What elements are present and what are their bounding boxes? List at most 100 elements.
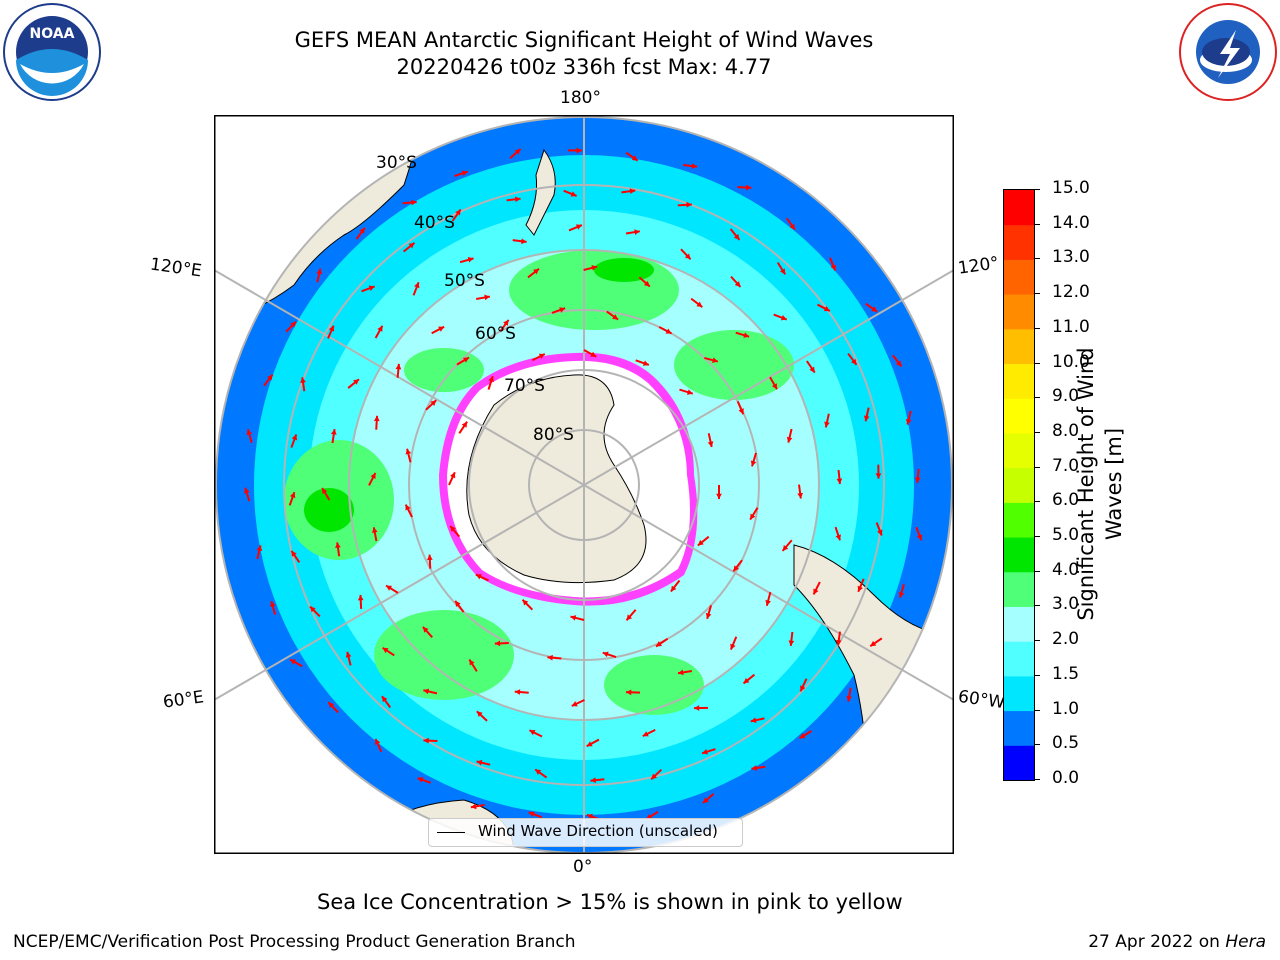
colorbar-tick-label: 0.0 (1052, 768, 1080, 788)
wave-arrow-head (411, 199, 417, 206)
colorbar-tick-mark (1034, 223, 1040, 225)
wave-arrow-head (782, 544, 789, 551)
lat-label-50s: 50°S (444, 271, 485, 291)
wave-arrow-head (476, 711, 483, 717)
colorbar-tick-mark (1034, 640, 1040, 642)
wave-arrow-head (503, 319, 509, 326)
wave-arrow-head (256, 545, 263, 552)
wave-arrow-head (823, 305, 830, 312)
footer-host: Hera (1225, 932, 1266, 952)
wave-arrow-head (289, 492, 296, 499)
wave-arrow-head (417, 777, 424, 783)
wave-arrow-head (738, 408, 744, 415)
wave-arrow-head (846, 695, 853, 702)
wave-arrow-head (656, 641, 662, 647)
wave-arrow-head (745, 184, 752, 191)
lat-label-40s: 40°S (414, 213, 455, 233)
wave-arrow-head (335, 542, 341, 549)
wave-arrow-head (916, 534, 923, 541)
wave-arrow-head (386, 585, 393, 591)
wave-arrow-head (328, 325, 335, 332)
wave-arrow-head (535, 769, 542, 775)
wave-arrow-head (316, 268, 323, 275)
colorbar-tick-label: 10.0 (1052, 351, 1090, 372)
wave-arrow-head (345, 651, 352, 658)
wave-arrow-head (824, 421, 830, 428)
lon-label-bottom: 0° (573, 857, 593, 877)
colorbar-segment (1004, 675, 1034, 712)
wave-arrow-head (863, 415, 870, 422)
wave-arrow-head (705, 612, 712, 619)
wave-arrow-head (697, 539, 704, 546)
wave-arrow-head (789, 223, 795, 230)
wave-arrow-head (712, 357, 718, 363)
wave-arrow-head (469, 659, 475, 666)
wave-arrow-head (514, 196, 521, 203)
wave-arrow-head (521, 238, 527, 245)
wave-arrow-head (786, 436, 793, 443)
wave-arrow-head (686, 389, 693, 395)
wave-arrow-head (328, 702, 335, 709)
wave-arrow-head (707, 441, 714, 448)
wave-arrow-head (734, 281, 741, 287)
wave-arrow-head (514, 149, 521, 155)
wave-arrow-head (702, 797, 709, 804)
colorbar-tick-label: 4.0 (1052, 559, 1080, 580)
chart-title-line1: GEFS MEAN Antarctic Significant Height o… (294, 28, 874, 52)
wave-arrow-head (494, 640, 501, 647)
wave-arrow-head (373, 415, 380, 422)
wave-arrow-head (375, 738, 381, 745)
wave-arrow-head (547, 654, 553, 661)
wave-arrow-head (646, 814, 653, 820)
colorbar-segment (1004, 710, 1034, 746)
wave-arrow-head (368, 285, 375, 291)
wave-arrow-head (733, 233, 740, 240)
wave-arrow-head (702, 748, 708, 755)
wave-arrow-head (538, 353, 545, 359)
wave-arrow-head (467, 257, 474, 263)
wave-arrow-head (765, 599, 771, 606)
wave-arrow-head (488, 376, 494, 383)
wave-arrow-head (423, 688, 430, 695)
wave-arrow-head (651, 773, 657, 780)
noaa-logo: NOAA (2, 2, 102, 102)
wave-arrow-head (528, 811, 535, 817)
lon-label-lower-left: 60°E (161, 687, 206, 713)
colorbar-tick-label: 1.5 (1052, 663, 1080, 684)
wave-arrow-head (779, 268, 786, 275)
wave-arrow-head (591, 265, 598, 271)
wave-arrow-head (686, 201, 692, 208)
colorbar-tick-label: 14.0 (1052, 212, 1090, 233)
lat-label-60s: 60°S (475, 324, 516, 344)
wave-arrow-head (405, 504, 411, 511)
wave-arrow-head (743, 332, 750, 338)
wave-arrow-head (455, 600, 461, 607)
colorbar-tick-mark (1034, 674, 1040, 676)
lat-label-80s: 80°S (533, 425, 574, 445)
wave-arrow-head (733, 565, 739, 572)
colorbar-tick-label: 11.0 (1052, 316, 1090, 337)
wave-arrow-head (522, 599, 529, 606)
colorbar-tick-label: 3.0 (1052, 594, 1080, 615)
colorbar-segment (1004, 537, 1034, 573)
wave-arrow-head (426, 554, 433, 561)
wave-arrow-head (586, 741, 593, 747)
wave-arrow-head (634, 229, 640, 235)
lon-label-upper-left: 120°E (148, 254, 203, 282)
wave-arrow-head (330, 429, 337, 435)
wave-arrow-head (576, 147, 582, 154)
wave-arrow-head (476, 759, 483, 766)
wave-arrow-head (381, 696, 388, 703)
wave-arrow-head (696, 301, 703, 308)
wave-arrow-head (631, 155, 638, 161)
wave-arrow-head (359, 227, 365, 234)
wave-arrow-head (626, 614, 633, 621)
colorbar-segment (1004, 398, 1034, 434)
lon-label-lower-right: 60°W (956, 686, 1007, 714)
wave-arrow-head (575, 224, 582, 230)
nws-logo (1178, 2, 1278, 102)
wave-arrow-head (851, 358, 857, 365)
colorbar-tick-mark (1034, 397, 1040, 399)
wave-arrow-head (571, 701, 578, 707)
wave-arrow-head (475, 574, 482, 580)
